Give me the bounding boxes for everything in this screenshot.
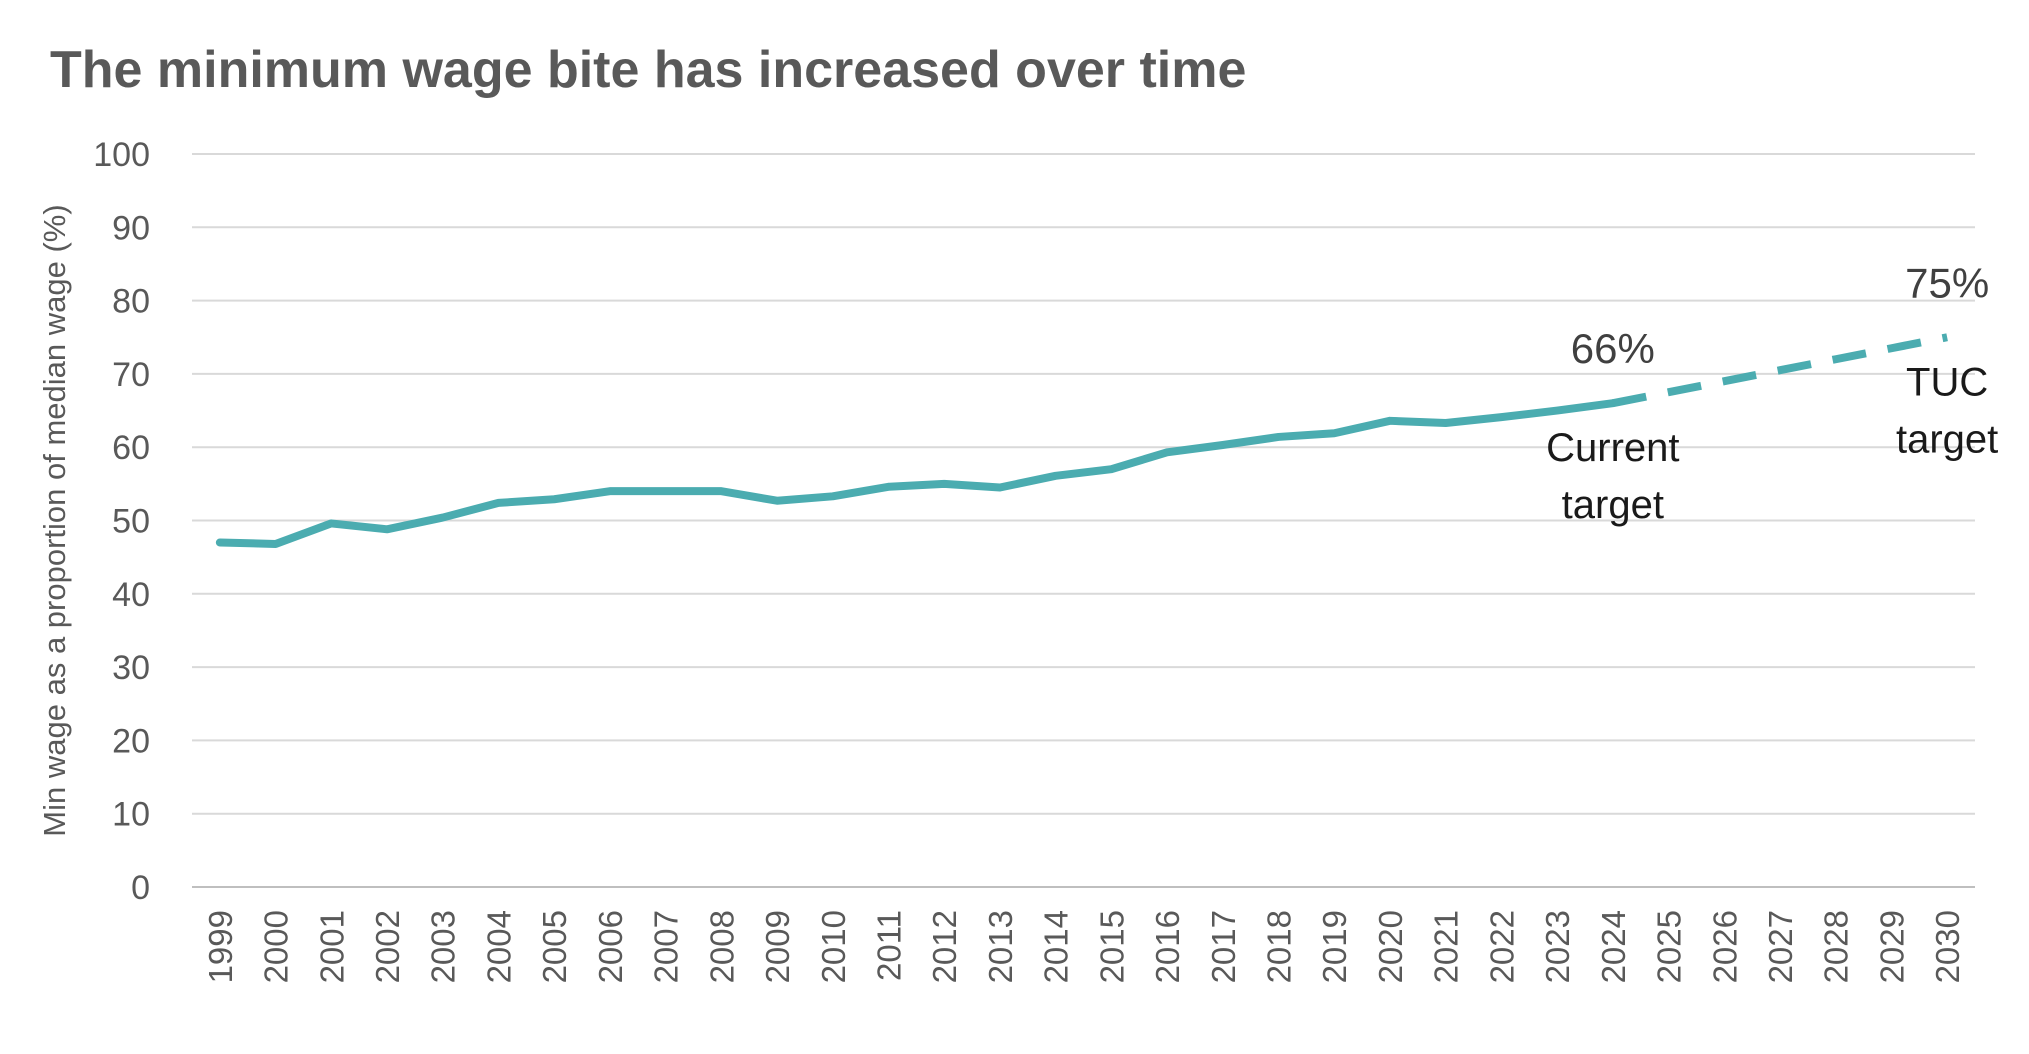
projected-series-line (1612, 333, 1948, 408)
annotations: 66% Current target 75% TUC target (1546, 259, 1998, 527)
x-tick-label: 2018 (1261, 910, 1298, 983)
x-tick-label: 2000 (258, 910, 295, 983)
y-tick-label: 0 (131, 869, 150, 907)
annotation-label: Current (1546, 426, 1679, 470)
y-tick-label: 20 (112, 722, 150, 760)
x-tick-label: 2030 (1929, 910, 1966, 983)
x-tick-label: 2001 (313, 910, 350, 983)
y-tick-label: 80 (112, 283, 150, 321)
y-tick-label: 40 (112, 576, 150, 614)
x-tick-label: 2004 (480, 910, 517, 983)
x-tick-label: 2015 (1093, 910, 1130, 983)
x-tick-label: 1999 (202, 910, 239, 983)
x-tick-label: 2006 (592, 910, 629, 983)
y-tick-label: 90 (112, 209, 150, 247)
x-tick-label: 2024 (1595, 910, 1632, 983)
x-tick-label: 2007 (648, 910, 685, 983)
x-tick-label: 2013 (982, 910, 1019, 983)
y-tick-label: 10 (112, 796, 150, 834)
x-tick-label: 2017 (1205, 910, 1242, 983)
x-tick-label: 2029 (1873, 910, 1910, 983)
chart-title: The minimum wage bite has increased over… (50, 41, 1247, 99)
gridlines (192, 153, 1975, 888)
annotation-value: 75% (1905, 259, 1989, 306)
x-tick-label: 2014 (1038, 910, 1075, 983)
annotation-label: target (1896, 417, 1998, 461)
y-axis-ticks: 0 10 20 30 40 50 60 70 80 90 100 (93, 136, 150, 907)
series-lines (215, 333, 1948, 548)
historical-series-line (215, 399, 1617, 548)
x-tick-label: 2010 (815, 910, 852, 983)
x-tick-label: 2009 (759, 910, 796, 983)
y-tick-label: 30 (112, 649, 150, 687)
x-tick-label: 2020 (1372, 910, 1409, 983)
x-tick-label: 2002 (369, 910, 406, 983)
x-tick-label: 2022 (1483, 910, 1520, 983)
x-tick-label: 2025 (1651, 910, 1688, 983)
annotation-label: target (1562, 483, 1664, 527)
x-tick-label: 2023 (1539, 910, 1576, 983)
x-tick-label: 2019 (1316, 910, 1353, 983)
y-tick-label: 50 (112, 503, 150, 541)
x-tick-label: 2027 (1762, 910, 1799, 983)
x-tick-label: 2003 (425, 910, 462, 983)
y-tick-label: 100 (93, 136, 150, 174)
x-tick-label: 2012 (926, 910, 963, 983)
x-tick-label: 2011 (870, 910, 907, 981)
x-tick-label: 2016 (1149, 910, 1186, 983)
y-axis-label: Min wage as a proportion of median wage … (37, 204, 72, 836)
x-axis-ticks: 1999 2000 2001 2002 2003 2004 2005 2006 2007 2008… (202, 910, 1966, 983)
x-tick-label: 2005 (536, 910, 573, 983)
y-tick-label: 70 (112, 356, 150, 394)
y-tick-label: 60 (112, 429, 150, 467)
annotation-label: TUC (1906, 360, 1988, 404)
x-tick-label: 2008 (703, 910, 740, 983)
x-tick-label: 2028 (1818, 910, 1855, 983)
x-tick-label: 2021 (1428, 910, 1465, 983)
annotation-value: 66% (1571, 325, 1655, 372)
x-tick-label: 2026 (1706, 910, 1743, 983)
